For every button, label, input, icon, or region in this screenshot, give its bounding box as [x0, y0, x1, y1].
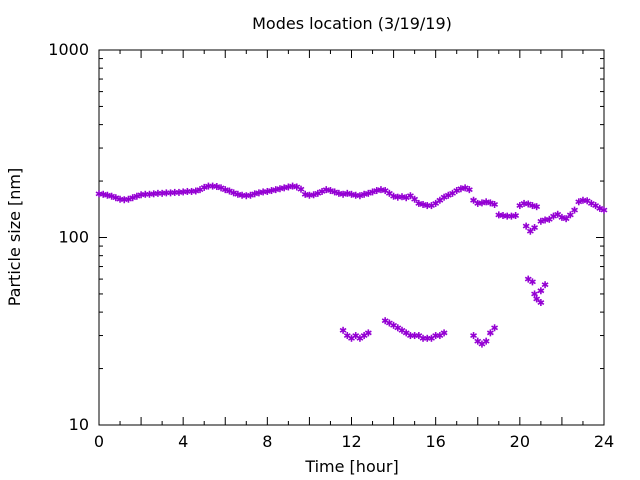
x-tick-label: 12	[341, 432, 361, 451]
data-point	[406, 192, 414, 200]
data-point	[571, 206, 578, 214]
data-point	[406, 332, 414, 340]
data-point	[440, 329, 448, 337]
x-axis-label: Time [hour]	[304, 457, 398, 476]
data-point	[369, 188, 376, 196]
data-point	[512, 212, 520, 220]
data-point	[522, 222, 530, 230]
y-tick-label: 10	[69, 415, 89, 434]
data-point	[221, 186, 229, 194]
data-point	[230, 189, 238, 197]
data-point	[529, 278, 536, 286]
data-point	[108, 192, 116, 200]
data-point	[129, 194, 137, 202]
data-point	[465, 186, 473, 194]
plot-frame	[98, 49, 605, 426]
data-point	[390, 321, 398, 329]
y-tick-label: 100	[58, 228, 89, 247]
x-tick-label: 4	[178, 432, 188, 451]
data-point	[531, 224, 538, 232]
data-point	[192, 187, 200, 195]
y-tick-labels: 10 100 1000	[48, 40, 89, 434]
data-point	[133, 192, 141, 200]
data-point	[385, 319, 393, 327]
data-point	[537, 299, 545, 307]
x-tick-label: 20	[510, 432, 530, 451]
data-point	[200, 183, 208, 191]
data-point	[423, 334, 431, 342]
data-point	[411, 195, 419, 203]
x-tick-label: 8	[262, 432, 272, 451]
data-point	[562, 215, 570, 223]
data-point	[339, 326, 347, 334]
data-point	[402, 329, 410, 337]
data-point	[213, 183, 221, 191]
data-point	[428, 202, 435, 210]
data-point	[398, 326, 406, 334]
x-tick-label: 0	[94, 432, 104, 451]
data-point	[533, 295, 541, 303]
data-point	[419, 200, 427, 208]
data-point	[558, 213, 566, 221]
data-point	[491, 200, 499, 208]
data-point	[516, 202, 524, 210]
data-point	[566, 211, 574, 219]
y-tick-label: 1000	[48, 40, 89, 59]
data-point	[381, 317, 389, 325]
data-point	[247, 191, 254, 199]
data-point	[529, 202, 536, 210]
data-point	[297, 185, 305, 193]
data-point	[531, 290, 538, 298]
data-point	[331, 188, 339, 196]
data-points	[95, 182, 608, 348]
data-point	[537, 217, 545, 225]
data-point	[587, 199, 595, 207]
y-axis-label: Particle size [nm]	[5, 168, 24, 307]
data-point	[411, 332, 419, 340]
chart-title: Modes location (3/19/19)	[252, 14, 452, 33]
data-point	[491, 324, 499, 332]
data-point	[486, 329, 494, 337]
data-point	[482, 337, 490, 345]
data-point	[526, 227, 534, 235]
data-point	[600, 206, 608, 214]
data-point	[537, 287, 545, 295]
data-point	[533, 203, 541, 211]
data-point	[482, 198, 490, 206]
data-point	[436, 332, 444, 340]
data-point	[356, 192, 364, 200]
data-point	[470, 332, 477, 340]
data-point	[541, 281, 549, 289]
x-tick-label: 16	[425, 432, 445, 451]
data-point	[310, 191, 318, 199]
data-point	[364, 329, 372, 337]
data-point	[394, 324, 402, 332]
axis-ticks	[98, 49, 605, 426]
data-point	[478, 199, 486, 207]
data-point	[327, 187, 334, 195]
data-point	[364, 189, 372, 197]
x-tick-labels: 0 4 8 12 16 20 24	[94, 432, 614, 451]
x-tick-label: 24	[594, 432, 614, 451]
data-point	[415, 199, 423, 207]
